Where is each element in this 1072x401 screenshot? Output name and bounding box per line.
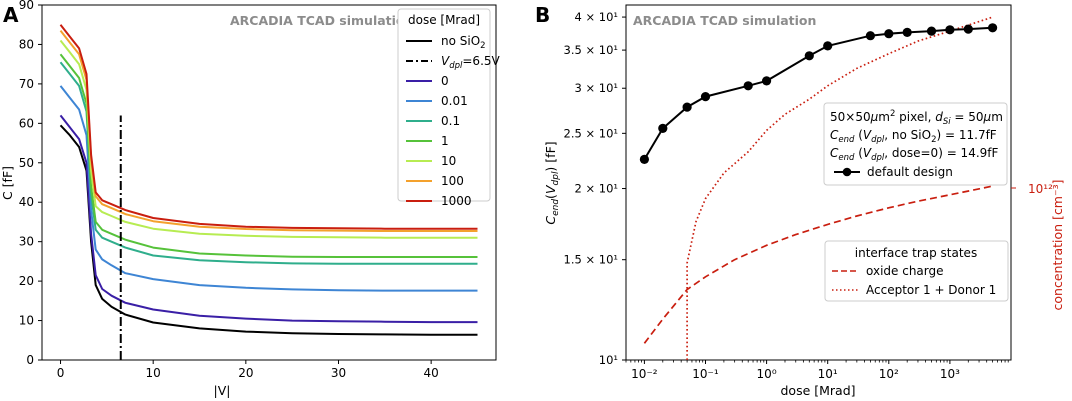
legend-label-dose-0-1: 0.1 xyxy=(441,114,460,128)
y-tick-label-50: 50 xyxy=(19,156,34,170)
b-x-tick-label-10: 10¹ xyxy=(818,367,838,381)
legend-label-dose-0: 0 xyxy=(441,74,449,88)
panel-a-legend-dose-entries: 0 0.01 0.1 1 10 100 1000 xyxy=(406,74,472,208)
data-point-default-design xyxy=(884,29,894,39)
series-line-oxide-charge xyxy=(643,185,993,344)
x-tick-label-0: 0 xyxy=(57,366,65,380)
series-line-0-1 xyxy=(59,61,478,265)
data-point-default-design xyxy=(743,81,753,91)
legend-label-acceptor-donor: Acceptor 1 + Donor 1 xyxy=(866,283,996,297)
y-tick-label-70: 70 xyxy=(19,77,34,91)
panel-b-ylabel-right: concentration [cm⁻³] xyxy=(1050,180,1065,311)
panel-b: B 10⁻² 10⁻¹ 10⁰ 10¹ 10² 10³ 10¹ 1.5 × 10¹ 2 × 10… xyxy=(535,3,1065,398)
data-point-default-design xyxy=(804,51,814,61)
legend-entry-no-sio2: no SiO2 xyxy=(406,34,486,51)
panel-b-legend-frame xyxy=(824,240,1009,302)
panel-b-annotation-frame xyxy=(823,102,1008,186)
series-line-no-sio2 xyxy=(59,124,478,336)
annotation-line-3: Cend (Vdpl, dose=0) = 14.9fF xyxy=(830,146,999,163)
series-line-100 xyxy=(59,29,478,232)
b-y-tick-label-20: 2 × 10¹ xyxy=(574,182,618,196)
series-line-10 xyxy=(59,39,478,239)
legend-label-dose-1000: 1000 xyxy=(441,194,472,208)
panel-b-legend: interface trap states oxide charge Accep… xyxy=(824,240,1009,302)
series-line-0-01 xyxy=(59,85,478,292)
y-tick-label-90: 90 xyxy=(19,0,34,12)
data-point-default-design xyxy=(762,76,772,86)
panel-b-ylabel-left: Cend(Vdpl) [fF] xyxy=(543,141,561,224)
panel-a-watermark: ARCADIA TCAD simulation xyxy=(230,13,413,28)
legend-entry-vdpl: Vdpl=6.5V xyxy=(406,54,501,71)
annotation-marker-dot xyxy=(842,167,852,177)
series-line-0 xyxy=(59,114,478,324)
y-tick-label-60: 60 xyxy=(19,116,34,130)
legend-label-oxide-charge: oxide charge xyxy=(866,264,944,278)
y-tick-label-0: 0 xyxy=(26,353,34,367)
data-point-default-design xyxy=(658,123,668,133)
panel-b-legend-title: interface trap states xyxy=(855,246,977,260)
annotation-marker-label: default design xyxy=(867,165,953,179)
y-tick-label-20: 20 xyxy=(19,274,34,288)
legend-label-dose-1: 1 xyxy=(441,134,449,148)
panel-b-markers xyxy=(639,23,998,164)
b-x-tick-label-0-1: 10⁻¹ xyxy=(692,367,719,381)
b-y-tick-label-40: 4 × 10¹ xyxy=(574,10,618,24)
y-tick-label-30: 30 xyxy=(19,235,34,249)
x-tick-label-30: 30 xyxy=(331,366,346,380)
b-x-tick-label-0-01: 10⁻² xyxy=(631,367,658,381)
panel-a-legend-title: dose [Mrad] xyxy=(408,13,480,27)
b-y-tick-label-10: 10¹ xyxy=(599,353,618,367)
x-tick-label-10: 10 xyxy=(146,366,161,380)
data-point-default-design xyxy=(963,24,973,34)
y-tick-label-10: 10 xyxy=(19,314,34,328)
panel-a-xlabel: |V| xyxy=(214,383,231,398)
annotation-line-1: 50×50μm2 pixel, dSi = 50μm xyxy=(830,109,1003,127)
panel-a-ylabel: C [fF] xyxy=(0,166,15,200)
legend-label-dose-0-01: 0.01 xyxy=(441,94,468,108)
legend-label-vdpl: Vdpl=6.5V xyxy=(441,54,501,71)
data-point-default-design xyxy=(902,27,912,37)
panel-b-label: B xyxy=(535,3,550,27)
data-point-default-design xyxy=(700,92,711,102)
legend-label-no-sio2: no SiO2 xyxy=(441,34,486,51)
panel-a-legend-frame xyxy=(397,8,491,202)
b-y-tick-label-15: 1.5 × 10¹ xyxy=(564,253,618,267)
annotation-line-2: Cend (Vdpl, no SiO2) = 11.7fF xyxy=(830,128,997,145)
x-tick-label-40: 40 xyxy=(424,366,439,380)
y-tick-label-40: 40 xyxy=(19,195,34,209)
panel-b-ticks: 10⁻² 10⁻¹ 10⁰ 10¹ 10² 10³ 10¹ 1.5 × 10¹ 2 × 10¹ 2… xyxy=(564,10,1009,381)
data-point-default-design xyxy=(926,26,937,36)
b-y-tick-label-30: 3 × 10¹ xyxy=(574,81,618,95)
panel-a-ticks: 0 10 20 30 40 0 10 20 30 40 50 60 70 80 90 xyxy=(19,0,439,380)
series-line-1 xyxy=(59,53,478,258)
panel-b-annotation: 50×50μm2 pixel, dSi = 50μm Cend (Vdpl, n… xyxy=(823,102,1008,186)
data-point-default-design xyxy=(988,23,998,33)
b-y-tick-label-35: 3.5 × 10¹ xyxy=(564,43,618,57)
series-line-acceptor-1-donor-1 xyxy=(686,16,993,360)
panel-b-watermark: ARCADIA TCAD simulation xyxy=(633,13,816,28)
b-x-tick-label-1000: 10³ xyxy=(940,367,960,381)
panel-a-legend: dose [Mrad] no SiO2 Vdpl=6.5V 0 0.01 0.1 1 1… xyxy=(397,8,501,208)
panel-a-lines xyxy=(59,24,478,336)
b-x-tick-label-100: 10² xyxy=(879,367,899,381)
legend-label-dose-10: 10 xyxy=(441,154,456,168)
legend-label-dose-100: 100 xyxy=(441,174,464,188)
panel-a-label: A xyxy=(3,3,19,27)
data-point-default-design xyxy=(823,41,833,51)
data-point-default-design xyxy=(865,31,876,41)
panel-b-xlabel: dose [Mrad] xyxy=(780,383,855,398)
x-tick-label-20: 20 xyxy=(238,366,253,380)
data-point-default-design xyxy=(639,154,650,164)
b-y-tick-label-25: 2.5 × 10¹ xyxy=(564,126,618,140)
b-x-tick-label-1: 10⁰ xyxy=(757,367,777,381)
data-point-default-design xyxy=(682,102,692,112)
right-axis-tick-label: 10¹² xyxy=(1028,182,1053,196)
y-tick-label-80: 80 xyxy=(19,37,34,51)
series-line-1000 xyxy=(59,24,478,230)
data-point-default-design xyxy=(945,25,955,35)
